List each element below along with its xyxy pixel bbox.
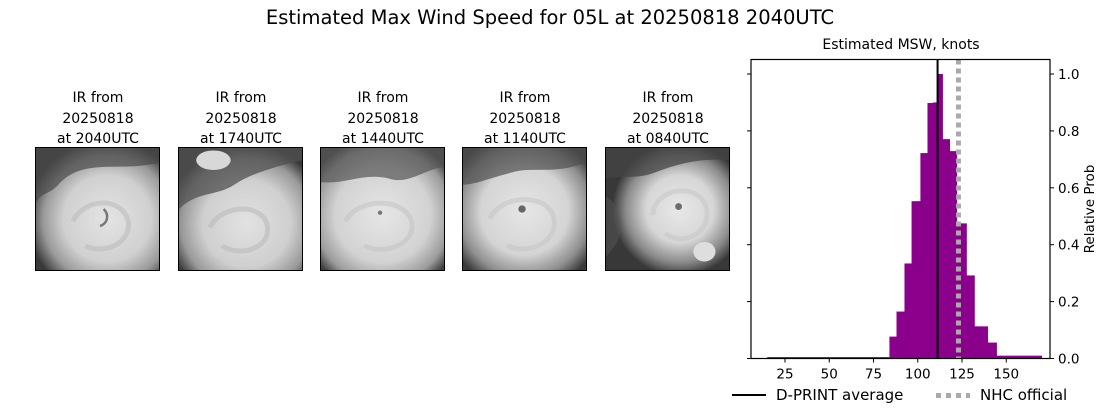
y-tick-label: 0.2 <box>1058 295 1079 311</box>
histogram-bar <box>956 223 967 359</box>
histogram-bar <box>889 336 897 359</box>
x-tick-label: 25 <box>776 367 793 383</box>
figure-title: Estimated Max Wind Speed for 05L at 2025… <box>265 6 835 29</box>
ir-panel-3: IR from 20250818 at 1440UTC <box>320 88 446 271</box>
x-tick-label: 125 <box>949 367 975 383</box>
histogram-bars <box>767 74 1043 359</box>
histogram-bar <box>938 74 943 359</box>
histogram-bar <box>927 103 934 359</box>
ir-panel-5: IR from 20250818 at 0840UTC <box>605 88 731 271</box>
histogram-bar <box>920 153 928 359</box>
y-tick-label: 0.0 <box>1058 352 1079 368</box>
ir-panel-title: IR from 20250818 at 1440UTC <box>342 90 424 147</box>
histogram-bar <box>896 311 905 359</box>
ir-satellite-image <box>605 147 730 271</box>
ir-panel-title: IR from 20250818 at 2040UTC <box>57 90 139 147</box>
histogram-bar <box>942 139 951 359</box>
y-tick-label: 0.8 <box>1058 124 1079 140</box>
ir-panel-1: IR from 20250818 at 2040UTC <box>35 88 161 271</box>
ir-panel-title: IR from 20250818 at 1740UTC <box>200 90 282 147</box>
y-tick-label: 0.4 <box>1058 238 1079 254</box>
histogram-bar <box>996 355 1043 359</box>
ir-panel-2: IR from 20250818 at 1740UTC <box>178 88 304 271</box>
ir-satellite-image <box>320 147 445 271</box>
x-tick-label: 100 <box>905 367 931 383</box>
legend-item-dprint: D-PRINT average <box>732 386 903 404</box>
histogram-bar <box>767 357 890 359</box>
y-tick-label: 0.6 <box>1058 181 1079 197</box>
dotted-line-icon <box>936 392 970 398</box>
x-tick-label: 50 <box>821 367 838 383</box>
ir-panel-title: IR from 20250818 at 1140UTC <box>484 90 566 147</box>
ir-satellite-image <box>35 147 160 271</box>
legend-item-nhc: NHC official <box>936 386 1067 404</box>
y-axis-ticks: 0.0 0.2 0.4 0.6 0.8 1.0 <box>747 67 1079 368</box>
reference-lines <box>936 59 961 359</box>
ir-satellite-image <box>462 147 587 271</box>
y-axis-label: Relative Prob <box>1082 165 1098 254</box>
histogram-bar <box>904 263 912 359</box>
histogram-title: Estimated MSW, knots <box>822 37 980 53</box>
y-tick-label: 1.0 <box>1058 67 1079 83</box>
x-tick-label: 150 <box>993 367 1019 383</box>
histogram-bar <box>974 326 989 359</box>
x-tick-label: 75 <box>865 367 882 383</box>
x-axis-ticks: 25 50 75 100 125 150 <box>776 358 1019 383</box>
solid-line-icon <box>732 394 766 396</box>
ir-panel-4: IR from 20250818 at 1140UTC <box>462 88 588 271</box>
histogram-bar <box>911 201 921 359</box>
histogram-bar <box>966 275 975 359</box>
plot-frame <box>750 58 1051 360</box>
ir-satellite-image <box>178 147 303 271</box>
histogram-bar <box>932 102 939 359</box>
histogram-bar <box>949 151 958 359</box>
ir-panel-title: IR from 20250818 at 0840UTC <box>627 90 709 147</box>
histogram-bar <box>987 342 997 359</box>
